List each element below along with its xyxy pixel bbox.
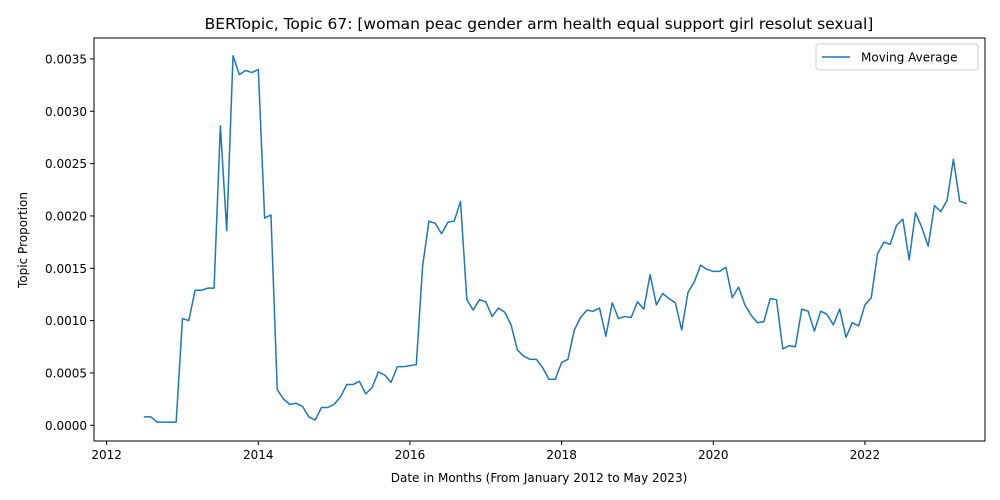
y-tick-label: 0.0000 xyxy=(45,419,87,433)
y-axis: 0.0000 0.0005 0.0010 0.0015 0.0020 0.0025 0.00… xyxy=(45,52,94,433)
y-tick-label: 0.0020 xyxy=(45,209,87,223)
y-tick-label: 0.0030 xyxy=(45,105,87,119)
x-tick-label: 2012 xyxy=(91,448,122,462)
y-tick-label: 0.0025 xyxy=(45,157,87,171)
x-tick-label: 2016 xyxy=(395,448,426,462)
plot-frame xyxy=(93,37,986,442)
y-axis-label: Topic Proportion xyxy=(16,192,30,289)
x-axis-label: Date in Months (From January 2012 to May… xyxy=(391,471,688,485)
x-tick-label: 2018 xyxy=(546,448,577,462)
legend-box xyxy=(815,43,979,71)
chart-title: BERTopic, Topic 67: [woman peac gender a… xyxy=(205,15,874,33)
x-tick-label: 2020 xyxy=(698,448,729,462)
y-tick-label: 0.0010 xyxy=(45,314,87,328)
legend-label: Moving Average xyxy=(861,51,957,65)
x-axis: 2012 2014 2016 2018 2020 2022 xyxy=(91,441,880,462)
y-tick-label: 0.0005 xyxy=(45,366,87,380)
plot-area xyxy=(143,55,967,423)
y-tick-label: 0.0015 xyxy=(45,262,87,276)
x-tick-label: 2022 xyxy=(850,448,881,462)
series-line-moving-average xyxy=(143,55,967,423)
x-tick-label: 2014 xyxy=(243,448,274,462)
y-tick-label: 0.0035 xyxy=(45,52,87,66)
legend: Moving Average xyxy=(815,43,979,71)
